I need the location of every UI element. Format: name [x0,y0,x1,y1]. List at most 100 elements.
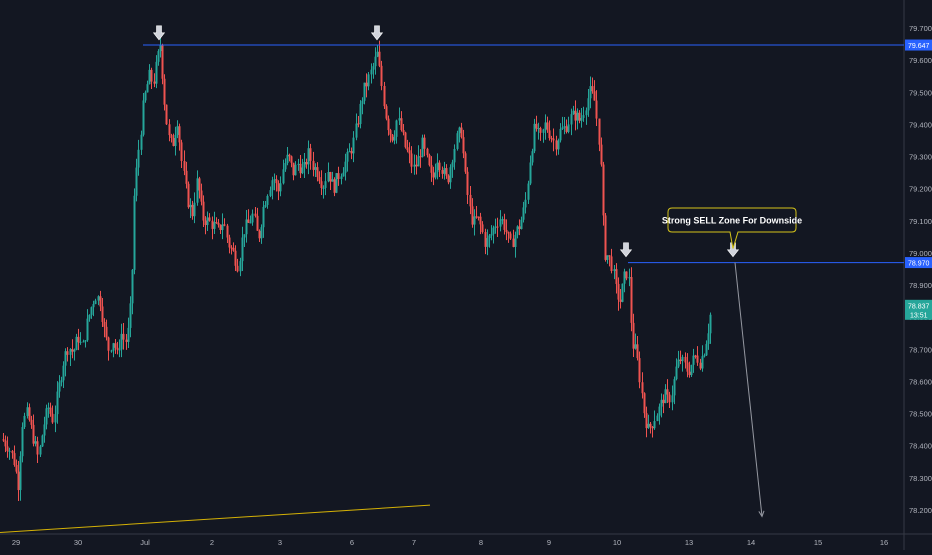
candle-down [512,238,515,247]
candle-up [84,340,87,342]
candle-up [524,199,527,208]
candle-down [215,222,218,224]
candle-down [4,440,7,447]
x-tick-label: 29 [12,538,20,547]
price-badge [905,257,932,269]
candle-up [307,148,310,165]
candle-up [118,349,121,351]
candle-down [292,162,295,176]
candle-down [638,358,641,383]
callout-text: Strong SELL Zone For Downside [662,216,802,226]
candle-up [239,261,242,272]
candle-up [269,190,272,196]
candle-up [692,355,695,365]
candle-down [694,355,697,357]
candle-down [337,173,340,179]
candle-down [469,194,472,207]
candle-down [312,160,315,170]
candle-up [75,336,78,350]
candle-down [51,413,54,423]
candle-up [701,356,704,369]
candle-down [610,256,613,272]
candle-up [628,277,631,279]
candle-down [462,137,465,154]
candle-down [475,216,478,218]
y-tick-label: 79.400 [909,120,932,129]
callout-box [667,207,797,249]
candle-up [213,222,216,229]
candle-down [400,118,403,131]
x-axis-labels: 29 30 Jul 2 3 6 7 8 9 10 13 14 15 16 [12,538,888,547]
candle-up [193,202,196,217]
candle-up [155,61,158,84]
candle-up [340,176,343,179]
candle-up [499,219,502,227]
candle-up [88,314,91,319]
candle-up [273,179,276,181]
candle-down [688,371,691,376]
candle-up [251,213,254,223]
candle-up [294,164,297,176]
candle-down [477,216,480,218]
candle-down [503,219,506,230]
candle-up [656,415,659,422]
x-tick-label: 30 [74,538,82,547]
candle-up [436,162,439,172]
candle-down [423,137,426,149]
candle-down [333,179,336,193]
candle-down [232,247,235,251]
candle-up [26,407,29,416]
candle-down [496,226,499,228]
candle-down [608,255,611,257]
candle-down [471,206,474,225]
x-tick-label: 9 [547,538,551,547]
candle-down [365,82,368,87]
candle-up [398,118,401,121]
candle-up [86,318,89,341]
candle-down [32,424,35,444]
candle-up [585,110,588,116]
candle-up [443,168,446,174]
candle-up [501,219,504,221]
candle-down [125,339,128,342]
candle-down [645,413,648,429]
y-tick-label: 79.100 [909,217,932,226]
candle-down [383,85,386,107]
candle-down [380,65,383,86]
candle-up [249,222,252,224]
candle-up [660,399,663,407]
candle-down [636,344,639,359]
candle-down [122,333,125,340]
candle-up [413,164,416,167]
candle-up [542,129,545,133]
candle-up [39,446,42,455]
candle-up [206,217,209,226]
y-tick-label: 78.400 [909,442,932,451]
down-arrow-icon [152,25,166,41]
candle-up [613,269,616,272]
candle-down [686,362,689,372]
candle-up [262,206,265,228]
candle-down [183,160,186,171]
candle-down [103,321,106,327]
candle-down [236,265,239,272]
candle-up [264,205,267,207]
down-arrow-icon [619,242,633,258]
candle-down [481,224,484,233]
candle-down [630,277,633,323]
candle-up [456,133,459,149]
candle-down [165,104,168,125]
candle-down [11,450,14,454]
candle-down [6,446,9,452]
candle-up [673,379,676,396]
candle-up [664,389,667,404]
candle-up [563,126,566,128]
candle-down [101,306,104,322]
candle-up [587,98,590,111]
candle-down [602,164,605,216]
candle-up [23,415,26,428]
candle-down [153,81,156,84]
candle-up [110,350,113,352]
